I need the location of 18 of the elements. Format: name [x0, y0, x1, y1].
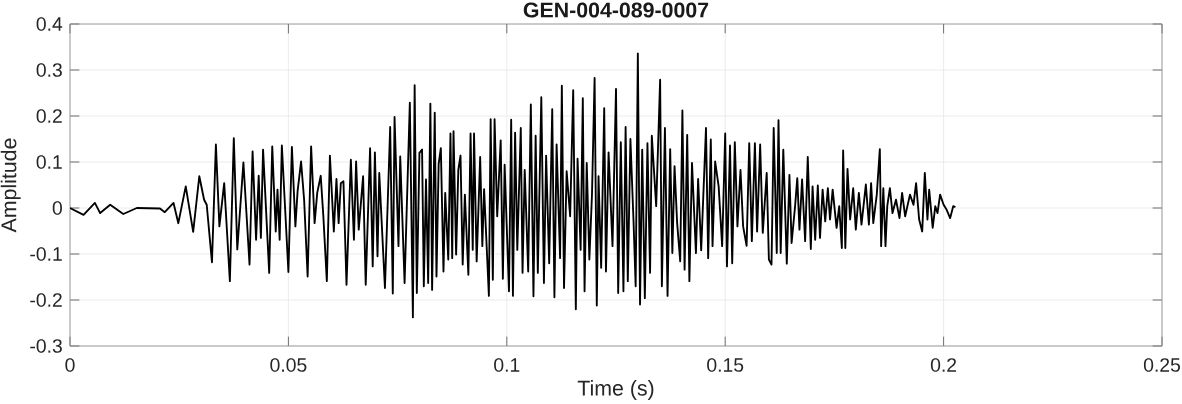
- x-tick-label: 0.15: [707, 358, 744, 372]
- line-series: [70, 52, 957, 319]
- chart-title: GEN-004-089-0007: [523, 2, 709, 18]
- y-tick-label: -0.3: [30, 339, 62, 353]
- y-axis-title: Amplitude: [0, 138, 21, 233]
- x-tick-label: 0.2: [930, 358, 957, 372]
- x-tick-label: 0.1: [494, 358, 520, 372]
- y-tick-label: -0.2: [30, 293, 62, 307]
- y-tick-label: 0.1: [36, 155, 62, 169]
- x-axis-title: Time (s): [577, 380, 654, 400]
- y-tick-label: 0.4: [36, 17, 63, 31]
- x-tick-label: 0.25: [1143, 358, 1181, 372]
- y-tick-label: -0.1: [30, 247, 62, 261]
- x-tick-label: 0: [65, 358, 75, 372]
- x-tick-label: 0.05: [270, 358, 307, 372]
- y-tick-label: 0.2: [36, 109, 62, 123]
- y-tick-label: 0.3: [36, 63, 62, 77]
- y-tick-label: 0: [52, 201, 62, 215]
